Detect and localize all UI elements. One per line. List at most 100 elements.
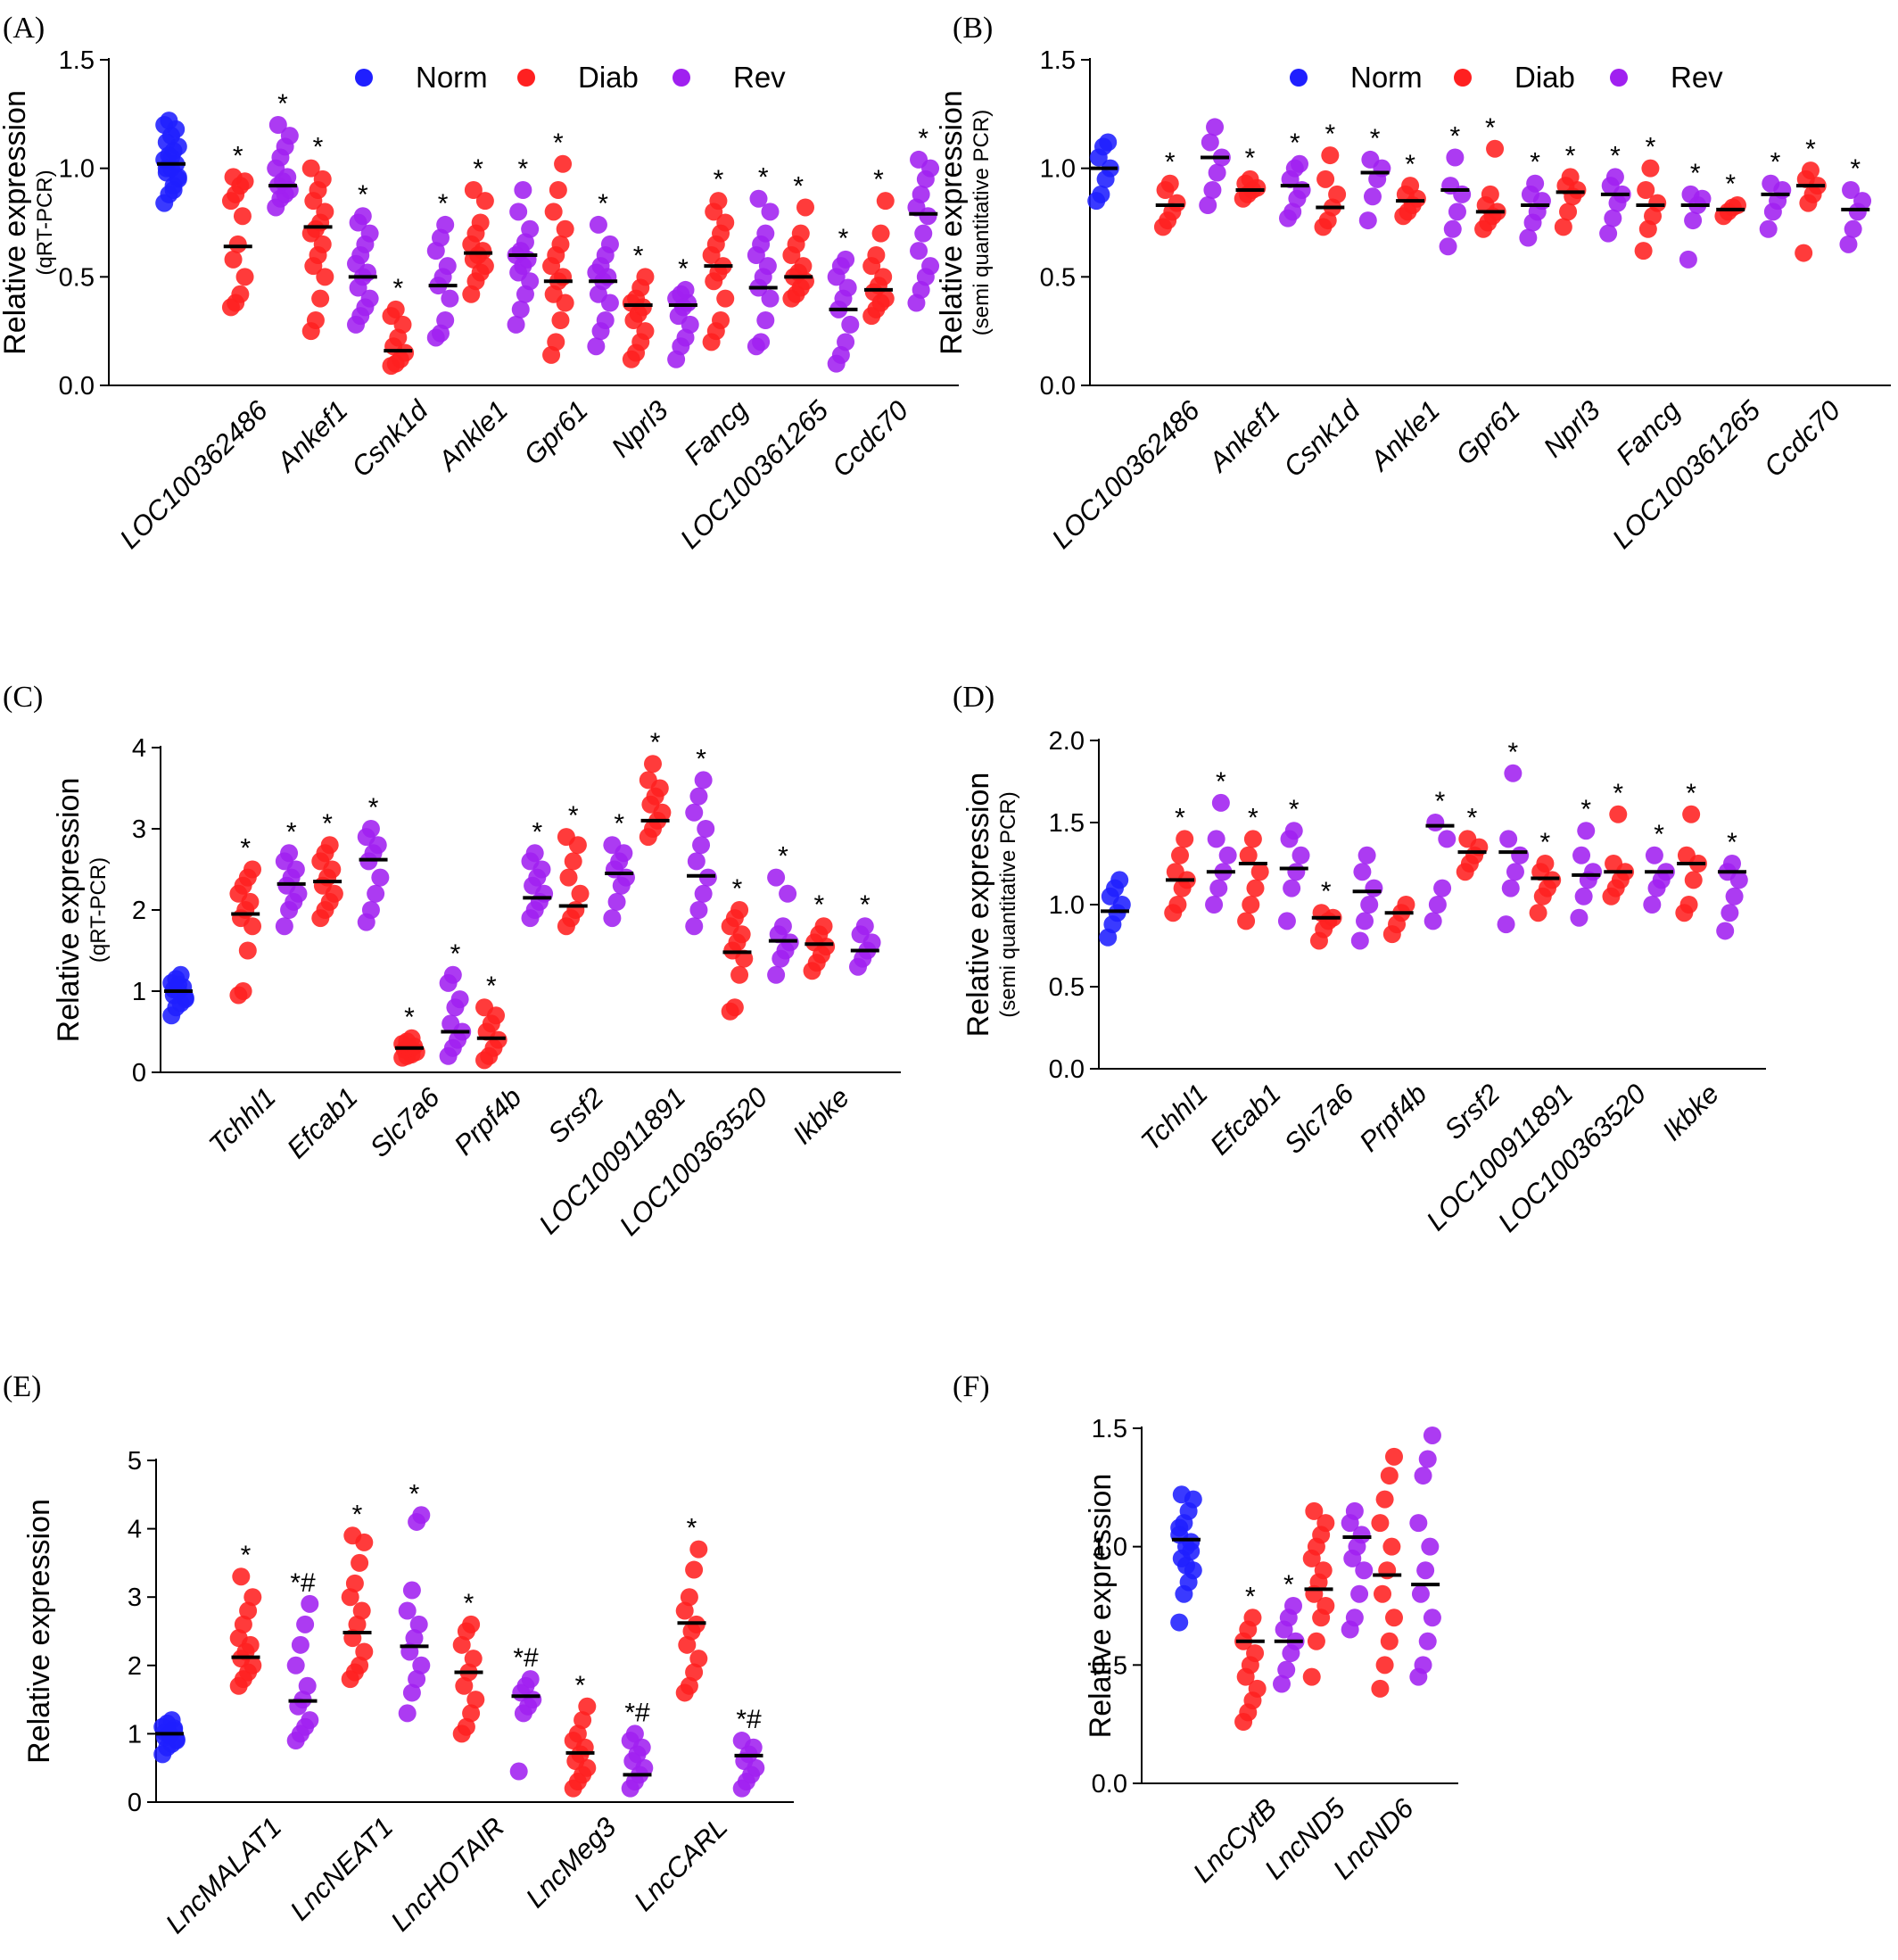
data-point	[1648, 194, 1667, 212]
significance-mark: *	[1725, 170, 1736, 199]
rev-group: *	[1497, 738, 1530, 934]
data-point	[756, 224, 775, 243]
significance-mark: *	[838, 224, 849, 253]
data-point	[547, 333, 565, 351]
x-tick-label: Nprl3	[606, 394, 674, 463]
data-point	[441, 1014, 460, 1033]
data-point	[360, 289, 379, 308]
significance-mark: *	[1216, 767, 1226, 797]
diab-group	[1302, 1501, 1335, 1686]
data-point	[1177, 1556, 1195, 1575]
significance-mark: *	[352, 1500, 363, 1529]
x-tick-label: LOC100361265	[674, 394, 835, 555]
data-point	[752, 333, 771, 351]
data-point	[1526, 174, 1545, 193]
significance-mark: *	[873, 165, 884, 194]
significance-mark: *	[1565, 141, 1576, 170]
data-point	[544, 203, 563, 221]
data-point	[1604, 209, 1622, 227]
rev-group: *	[1205, 767, 1237, 914]
significance-mark: *	[368, 793, 379, 823]
y-tick-label: 0.0	[1049, 1055, 1085, 1084]
data-point	[730, 901, 749, 919]
data-point	[689, 901, 708, 919]
chart-panel-a: (A) 0.0 0.5 1.0 1.5 Relative expression (qRT-P…	[0, 12, 959, 555]
legend-label-rev: Rev	[733, 61, 786, 94]
significance-mark: *	[241, 1541, 252, 1570]
data-point	[452, 1635, 471, 1654]
data-point	[1433, 879, 1452, 897]
y-axis-label: Relative expression	[1084, 1474, 1118, 1739]
data-point	[761, 289, 780, 308]
y-tick-label: 0.0	[1040, 372, 1076, 401]
data-point	[316, 203, 334, 221]
data-point	[1092, 185, 1110, 203]
significance-mark: *	[486, 972, 497, 1001]
data-point	[680, 1588, 698, 1607]
data-point	[564, 852, 582, 871]
significance-mark: *#	[290, 1568, 316, 1598]
panel-label: (E)	[3, 1370, 41, 1403]
rev-group	[1199, 118, 1231, 215]
diab-group: *	[1795, 135, 1827, 262]
data-point	[767, 868, 786, 887]
data-point	[1577, 822, 1596, 840]
data-point	[603, 836, 622, 855]
data-point	[1418, 1450, 1437, 1468]
data-point	[1250, 863, 1269, 881]
y-axis-label: Relative expression	[0, 90, 32, 355]
data-point	[1316, 1514, 1335, 1533]
significance-mark: *	[1805, 135, 1816, 164]
legend-marker-rev	[1610, 69, 1628, 87]
diab-group: *	[542, 128, 574, 364]
data-point	[228, 235, 247, 253]
data-point	[306, 311, 325, 329]
data-point	[709, 192, 728, 211]
data-point	[1721, 904, 1739, 922]
x-tick-label: Nprl3	[1538, 394, 1606, 463]
y-axis-label: Relative expression	[22, 1499, 56, 1764]
data-point	[1374, 1584, 1391, 1603]
diab-group: *	[782, 171, 814, 308]
significance-mark: *	[1580, 795, 1591, 824]
diab-group: *	[311, 809, 343, 928]
significance-mark: *	[1646, 133, 1656, 162]
data-point	[1172, 1485, 1191, 1504]
data-point	[464, 181, 483, 199]
data-point	[471, 213, 490, 232]
y-tick-label: 0	[128, 1789, 142, 1817]
y-axis-sublabel: (qRT-PCR)	[33, 170, 57, 275]
data-point	[521, 1670, 540, 1689]
rev-group: *	[1716, 828, 1748, 940]
diab-group: *	[1554, 141, 1587, 236]
data-point	[405, 1629, 424, 1648]
data-point	[507, 315, 525, 334]
significance-mark: *	[1613, 779, 1623, 808]
rev-group: *	[521, 817, 554, 928]
significance-mark: *	[438, 189, 449, 219]
diab-group: *	[382, 274, 415, 376]
data-point	[685, 1560, 704, 1579]
diab-group: *	[1634, 133, 1667, 261]
data-point	[1839, 235, 1858, 253]
data-point	[286, 1656, 305, 1675]
data-point	[1497, 915, 1515, 934]
rev-group: *	[907, 124, 940, 312]
rev-group: *	[1643, 820, 1675, 914]
data-point	[1350, 1584, 1369, 1603]
significance-mark: *	[860, 890, 871, 920]
y-tick-label: 2	[128, 1652, 142, 1681]
y-tick-label: 4	[128, 1516, 142, 1544]
data-point	[1284, 822, 1303, 840]
panel-label: (C)	[3, 681, 43, 714]
data-point	[1291, 154, 1309, 173]
data-point	[1273, 1675, 1291, 1693]
rev-group	[1409, 1426, 1441, 1686]
data-point	[1302, 1667, 1321, 1686]
rev-group: *#	[509, 1643, 542, 1781]
data-point	[758, 257, 777, 276]
data-point	[639, 771, 657, 790]
data-point	[301, 159, 320, 178]
data-point	[1684, 211, 1703, 230]
